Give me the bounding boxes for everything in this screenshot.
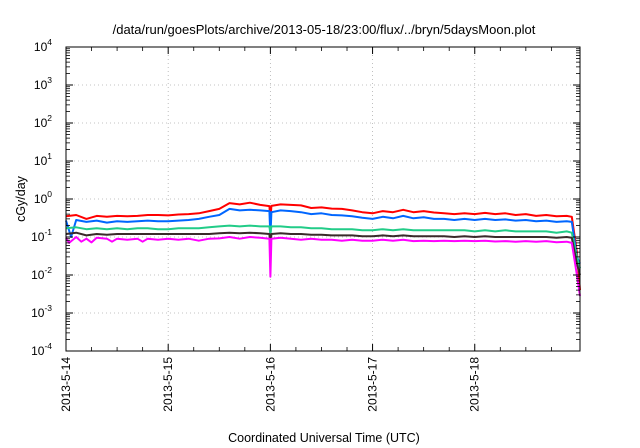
- x-tick-label: 2013-5-16: [263, 357, 277, 412]
- ticks: 104 103 102 101 100 10-1 10-2 10-3 10-4 2013-5-14…: [31, 37, 580, 412]
- series-line-3: [65, 224, 581, 269]
- y-tick-label: 103: [34, 75, 52, 92]
- y-tick-label: 10-1: [31, 227, 52, 244]
- y-tick-label: 102: [34, 113, 52, 130]
- x-tick-label: 2013-5-18: [468, 357, 482, 412]
- series-line-2: [65, 207, 581, 265]
- series-group: [65, 201, 581, 297]
- x-tick-label: 2013-5-15: [161, 357, 175, 412]
- series-line-4: [65, 231, 581, 276]
- chart-title: /data/run/goesPlots/archive/2013-05-18/2…: [113, 22, 536, 37]
- y-tick-label: 104: [34, 37, 52, 54]
- y-tick-label: 100: [34, 189, 52, 206]
- series-line-1: [65, 201, 581, 291]
- y-tick-label: 10-4: [31, 341, 52, 358]
- x-tick-label: 2013-5-14: [59, 357, 73, 412]
- x-tick-label: 2013-5-17: [366, 357, 380, 412]
- y-tick-label: 10-3: [31, 303, 52, 320]
- y-tick-label: 10-2: [31, 265, 52, 282]
- series-line-5: [65, 236, 581, 297]
- x-axis-label: Coordinated Universal Time (UTC): [228, 431, 420, 445]
- y-axis-label: cGy/day: [14, 175, 28, 222]
- grid: [65, 46, 580, 352]
- y-tick-label: 101: [34, 151, 52, 168]
